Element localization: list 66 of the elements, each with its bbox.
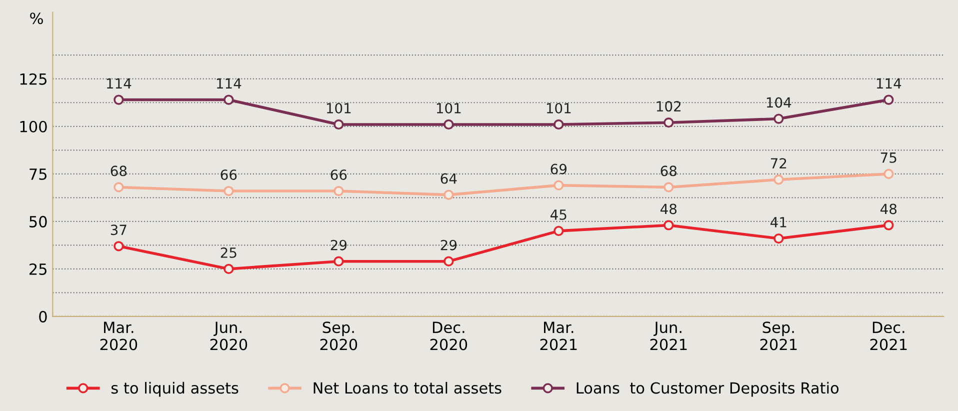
- data-label: 66: [330, 169, 347, 180]
- point: [774, 174, 784, 185]
- point: [334, 256, 344, 266]
- x-tick-label: Jun. 2021: [650, 322, 687, 350]
- y-tick-label: 125: [20, 73, 46, 85]
- point: [114, 94, 124, 105]
- x-tick-label: Sep. 2021: [760, 322, 797, 350]
- point: [224, 94, 234, 105]
- data-label: 104: [766, 97, 792, 108]
- y-axis-title: %: [30, 12, 43, 24]
- data-label: 25: [220, 247, 236, 258]
- point: [114, 241, 124, 252]
- data-label: 101: [326, 102, 351, 114]
- point: [444, 256, 454, 266]
- legend-label: Loans to Customer Deposits Ratio: [576, 382, 839, 397]
- data-label: 64: [440, 173, 457, 184]
- point: [444, 190, 454, 200]
- legend-label: Net Loans to total assets: [314, 382, 502, 394]
- data-label: 41: [770, 217, 786, 228]
- data-label: 75: [880, 152, 896, 163]
- point: [334, 186, 344, 196]
- point: [114, 182, 124, 192]
- y-tick-label: 25: [30, 263, 46, 275]
- x-tick-label: Dec. 2020: [430, 322, 468, 350]
- x-tick-label: Mar. 2021: [540, 322, 577, 350]
- point: [774, 114, 784, 124]
- point: [664, 182, 674, 192]
- point: [664, 220, 674, 230]
- data-label: 48: [660, 204, 677, 214]
- point: [334, 119, 344, 130]
- data-label: 72: [770, 158, 786, 168]
- data-label: 114: [216, 78, 242, 89]
- data-label: 68: [110, 166, 127, 176]
- point: [444, 119, 454, 130]
- data-label: 114: [106, 78, 132, 89]
- point: [774, 233, 784, 244]
- data-label: 101: [546, 102, 571, 114]
- point: [884, 168, 894, 179]
- point: [884, 220, 894, 230]
- point: [554, 119, 564, 130]
- x-tick-label: Sep. 2020: [320, 322, 358, 350]
- data-label: 101: [436, 102, 461, 114]
- data-label: 66: [220, 169, 237, 180]
- y-tick-label: 75: [30, 168, 46, 180]
- data-label: 102: [656, 101, 681, 112]
- data-label: 114: [876, 78, 902, 89]
- x-tick-label: Jun. 2020: [210, 322, 248, 350]
- legend-label: s to liquid assets: [111, 382, 238, 397]
- point: [224, 186, 234, 196]
- y-tick-label: 100: [20, 120, 47, 132]
- x-tick-label: Dec. 2021: [870, 322, 907, 350]
- data-label: 48: [880, 204, 897, 214]
- point: [884, 94, 894, 105]
- y-tick-label: 50: [30, 216, 47, 228]
- point: [554, 226, 564, 236]
- data-label: 45: [550, 210, 566, 220]
- data-label: 68: [660, 166, 677, 176]
- y-tick-label: 0: [39, 310, 47, 322]
- data-label: 37: [110, 224, 126, 236]
- point: [554, 180, 564, 190]
- data-label: 29: [440, 240, 457, 250]
- data-label: 29: [330, 240, 347, 250]
- data-label: 69: [550, 164, 567, 174]
- point: [664, 118, 674, 128]
- point: [224, 264, 234, 274]
- x-tick-label: Mar. 2020: [100, 322, 138, 350]
